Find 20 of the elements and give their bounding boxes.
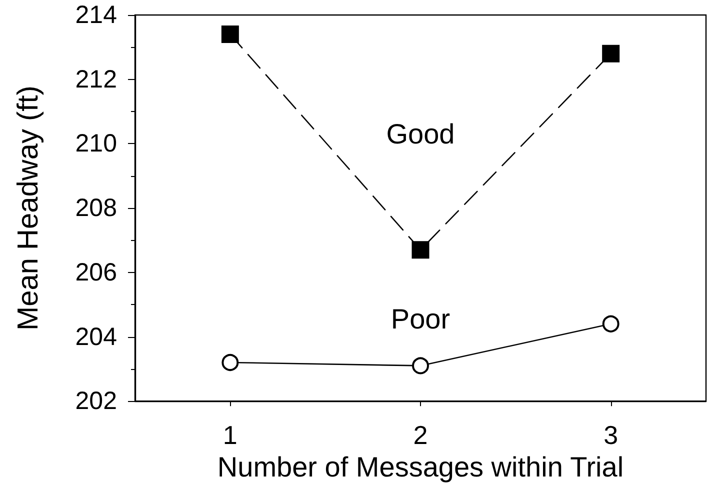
y-tick-label: 204 bbox=[75, 322, 118, 351]
y-tick-label: 210 bbox=[75, 130, 117, 158]
point bbox=[221, 26, 239, 44]
series-label: Good bbox=[386, 118, 455, 150]
x-tick-label: 3 bbox=[604, 420, 618, 450]
y-axis-title: Mean Headway (ft) bbox=[12, 86, 44, 331]
y-tick-label: 206 bbox=[75, 258, 117, 286]
series-label: Poor bbox=[390, 304, 450, 335]
y-tick-label: 214 bbox=[75, 1, 118, 29]
point bbox=[412, 241, 430, 259]
y-tick-label: 208 bbox=[75, 194, 117, 222]
x-tick-label: 2 bbox=[413, 420, 428, 450]
x-tick-label: 1 bbox=[222, 420, 238, 450]
point bbox=[412, 357, 429, 374]
y-tick-label: 202 bbox=[75, 387, 117, 416]
x-axis-title: Number of Messages within Trial bbox=[217, 452, 624, 482]
y-tick-label: 212 bbox=[75, 65, 117, 94]
point bbox=[222, 354, 239, 371]
point bbox=[602, 44, 620, 62]
point bbox=[602, 315, 620, 332]
